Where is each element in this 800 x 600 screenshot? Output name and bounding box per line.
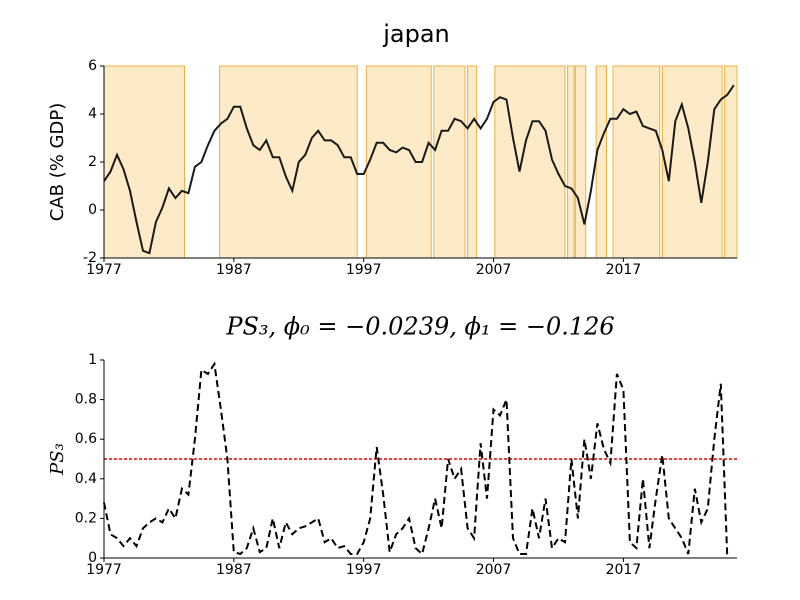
y-tick-label: 2 <box>88 154 97 170</box>
y-tick-label: 0.8 <box>75 392 97 408</box>
y-tick-label: 1 <box>88 352 97 368</box>
regime-region <box>433 65 466 259</box>
regime-region <box>467 65 478 259</box>
x-tick-label: 2007 <box>476 562 512 578</box>
regime-region <box>219 65 358 259</box>
y-axis-label: PS₃ <box>47 443 68 476</box>
regime-region <box>494 65 566 259</box>
y-tick-label: -2 <box>83 250 97 266</box>
x-tick-label: 1997 <box>346 562 382 578</box>
series-line <box>103 361 729 559</box>
x-tick-label: 2017 <box>606 562 642 578</box>
x-tick-label: 1987 <box>216 262 252 278</box>
regime-region <box>595 65 608 259</box>
regime-region <box>574 65 587 259</box>
x-tick-label: 1987 <box>216 562 252 578</box>
y-tick-label: 0.6 <box>75 431 97 447</box>
y-axis-label: CAB (% GDP) <box>47 103 68 222</box>
x-tick-label: 2007 <box>476 262 512 278</box>
y-tick-label: 0 <box>88 550 97 566</box>
x-tick-label: 1977 <box>86 262 122 278</box>
chart-title: PS₃, ϕ₀ = −0.0239, ϕ₁ = −0.126 <box>225 313 614 341</box>
y-tick-label: 0 <box>88 202 97 218</box>
chart-title: japan <box>382 20 450 48</box>
y-tick-label: 0.4 <box>75 471 97 487</box>
regime-region <box>103 65 186 259</box>
x-tick-label: 1977 <box>86 562 122 578</box>
y-tick-label: 0.2 <box>75 510 97 526</box>
x-tick-label: 1997 <box>346 262 382 278</box>
x-tick-label: 2017 <box>606 262 642 278</box>
series-line <box>103 84 735 255</box>
y-tick-label: 6 <box>88 58 97 74</box>
regime-region <box>661 65 723 259</box>
y-tick-label: 4 <box>88 106 97 122</box>
regime-region <box>612 65 661 259</box>
regime-region <box>567 65 575 259</box>
